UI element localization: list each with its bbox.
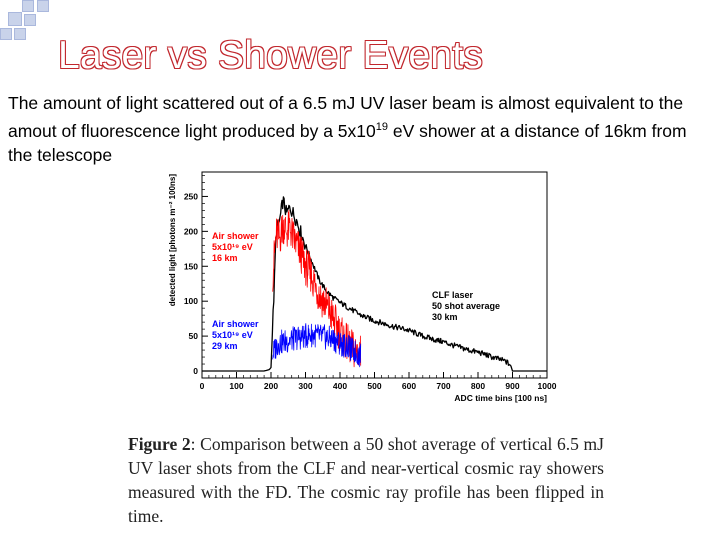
y-tick-label: 250	[184, 191, 198, 201]
x-tick-label: 300	[298, 381, 312, 391]
x-tick-label: 800	[471, 381, 485, 391]
x-tick-label: 100	[229, 381, 243, 391]
body-text-part-1: The amount of light scattered out of a 6…	[8, 93, 684, 141]
body-exponent: 19	[375, 121, 388, 133]
legend-label: CLF laser	[432, 290, 474, 300]
legend-label: Air shower	[212, 319, 259, 329]
legend-label: Air shower	[212, 231, 259, 241]
plot-frame	[201, 171, 548, 379]
x-tick-label: 200	[264, 381, 278, 391]
x-tick-label: 700	[436, 381, 450, 391]
figure-chart: 0 100 200 300 400 500 600 700 800 900 1000 0 50 100 15…	[168, 171, 557, 403]
x-tick-label: 400	[333, 381, 347, 391]
y-tick-label: 0	[193, 366, 198, 376]
x-tick-label: 1000	[538, 381, 557, 391]
slide-body-text: The amount of light scattered out of a 6…	[8, 91, 714, 167]
y-tick-label: 200	[184, 226, 198, 236]
series-line	[272, 323, 362, 368]
legend-label: 50 shot average	[432, 301, 500, 311]
legend-label: 30 km	[432, 312, 458, 322]
x-tick-label: 600	[402, 381, 416, 391]
series-line	[202, 196, 547, 372]
chart-plot-area	[202, 196, 547, 372]
y-axis-label: detected light [photons m⁻² 100ns]	[168, 174, 177, 307]
caption-label: Figure 2	[128, 434, 191, 454]
x-axis-label: ADC time bins [100 ns]	[454, 393, 547, 403]
body-text-part-2: eV shower at a distance of 16km from the…	[8, 120, 687, 165]
x-tick-label: 900	[505, 381, 519, 391]
corner-decoration	[0, 0, 60, 50]
chart-axes: 0 100 200 300 400 500 600 700 800 900 1000 0 50 100 15…	[168, 171, 557, 403]
caption-text: : Comparison between a 50 shot average o…	[128, 434, 604, 526]
x-tick-label: 500	[367, 381, 381, 391]
legend-label: 5x10¹⁹ eV	[212, 242, 253, 252]
x-tick-label: 0	[200, 381, 205, 391]
y-tick-label: 100	[184, 296, 198, 306]
figure-caption: Figure 2: Comparison between a 50 shot a…	[128, 432, 604, 528]
y-tick-label: 150	[184, 261, 198, 271]
legend-label: 16 km	[212, 253, 238, 263]
legend-label: 29 km	[212, 341, 238, 351]
slide-title: Laser vs Shower Events	[58, 34, 483, 77]
legend-label: 5x10¹⁹ eV	[212, 330, 253, 340]
y-tick-label: 50	[189, 331, 199, 341]
series-line	[272, 209, 362, 368]
